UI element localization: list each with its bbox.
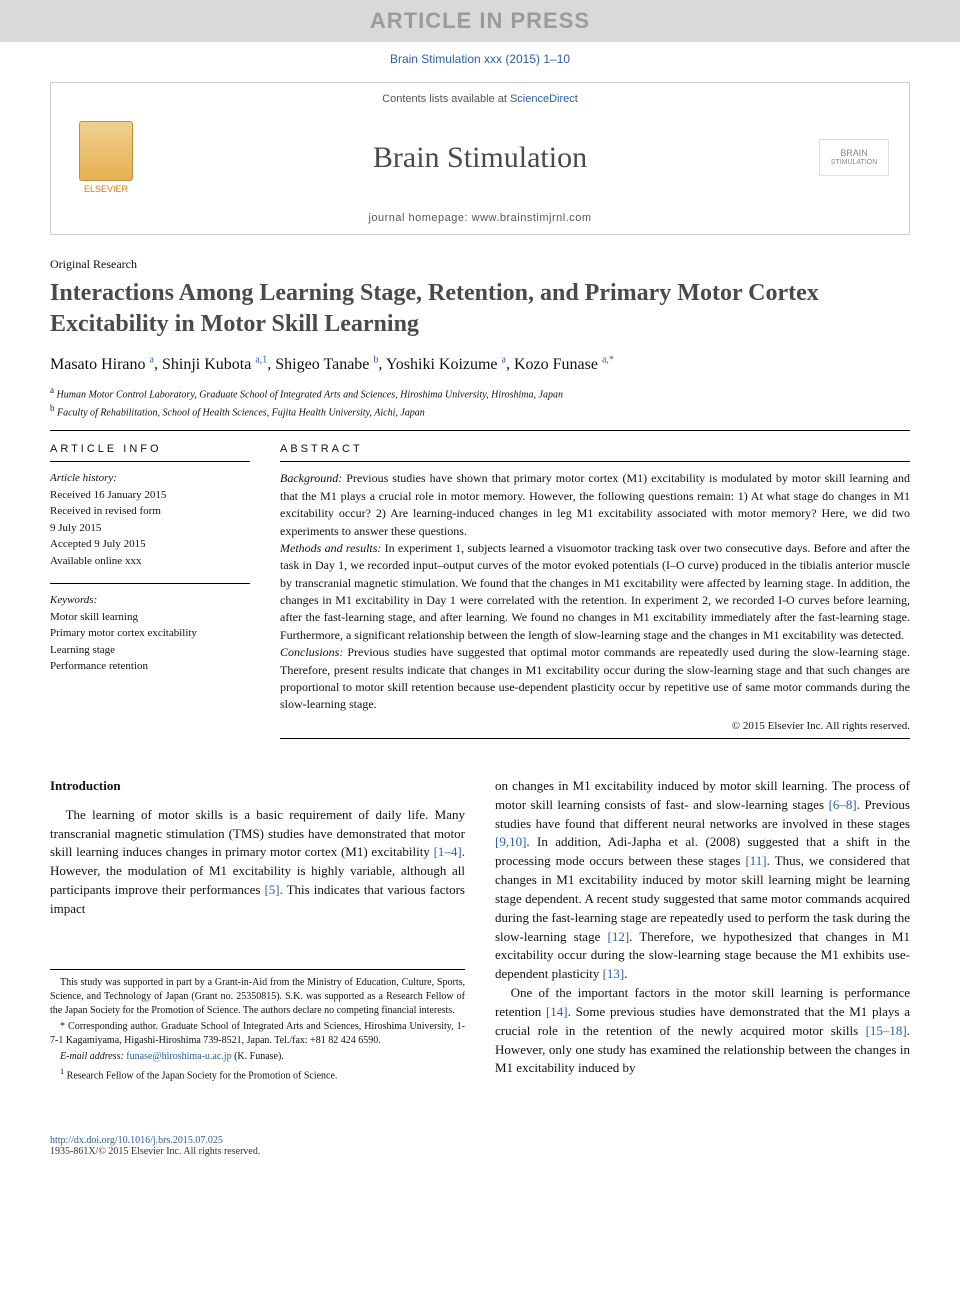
brain-logo-line2: STIMULATION — [824, 159, 884, 167]
sciencedirect-link[interactable]: ScienceDirect — [510, 93, 578, 105]
journal-homepage: journal homepage: www.brainstimjrnl.com — [51, 204, 909, 234]
contents-available: Contents lists available at ScienceDirec… — [141, 93, 819, 105]
press-banner: ARTICLE IN PRESS — [0, 0, 960, 42]
ref-1-4[interactable]: [1–4] — [434, 844, 462, 859]
footnotes: This study was supported in part by a Gr… — [50, 969, 465, 1083]
conclusions-text: Previous studies have suggested that opt… — [280, 645, 910, 711]
conclusions-label: Conclusions: — [280, 645, 343, 659]
authors-line: Masato Hirano a, Shinji Kubota a,1, Shig… — [50, 354, 910, 373]
ref-6-8[interactable]: [6–8] — [829, 797, 857, 812]
elsevier-label: ELSEVIER — [84, 184, 128, 194]
abstract-head: ABSTRACT — [280, 443, 910, 455]
abstract-rule-bottom — [280, 738, 910, 739]
article-history: Article history: Received 16 January 201… — [50, 470, 250, 569]
methods-label: Methods and results: — [280, 541, 381, 555]
footer: http://dx.doi.org/10.1016/j.brs.2015.07.… — [0, 1135, 960, 1177]
homepage-url[interactable]: www.brainstimjrnl.com — [472, 212, 592, 224]
intro-p2: One of the important factors in the moto… — [495, 984, 910, 1078]
elsevier-tree-icon — [79, 121, 133, 181]
article-info-head: ARTICLE INFO — [50, 443, 250, 455]
elsevier-logo: ELSEVIER — [71, 121, 141, 194]
affiliations: a Human Motor Control Laboratory, Gradua… — [50, 384, 910, 421]
article-title: Interactions Among Learning Stage, Reten… — [50, 278, 910, 340]
abstract-rule — [280, 461, 910, 462]
journal-title: Brain Stimulation — [141, 141, 819, 175]
issn-line: 1935-861X/© 2015 Elsevier Inc. All right… — [50, 1146, 910, 1157]
journal-header: Contents lists available at ScienceDirec… — [50, 82, 910, 235]
email-link[interactable]: funase@hiroshima-u.ac.jp — [126, 1051, 231, 1062]
meta-rule-2 — [50, 583, 250, 584]
meta-rule-1 — [50, 461, 250, 462]
ref-12[interactable]: [12] — [608, 929, 630, 944]
email-note: E-mail address: funase@hiroshima-u.ac.jp… — [50, 1050, 465, 1064]
methods-text: In experiment 1, subjects learned a visu… — [280, 541, 910, 642]
background-text: Previous studies have shown that primary… — [280, 471, 910, 537]
article-type: Original Research — [50, 257, 910, 272]
intro-p1-cont: on changes in M1 excitability induced by… — [495, 777, 910, 984]
ref-14[interactable]: [14] — [546, 1004, 568, 1019]
abstract-text: Background: Previous studies have shown … — [280, 470, 910, 713]
article-info-col: ARTICLE INFO Article history: Received 1… — [50, 443, 250, 746]
keywords-block: Keywords: Motor skill learningPrimary mo… — [50, 592, 250, 675]
intro-p1: The learning of motor skills is a basic … — [50, 806, 465, 919]
intro-col-left: Introduction The learning of motor skill… — [50, 777, 465, 1085]
keywords-label: Keywords: — [50, 592, 250, 609]
ref-5[interactable]: [5] — [264, 882, 279, 897]
history-label: Article history: — [50, 470, 250, 487]
citation-line: Brain Stimulation xxx (2015) 1–10 — [0, 42, 960, 76]
introduction-head: Introduction — [50, 777, 465, 796]
brain-logo: BRAIN STIMULATION — [819, 139, 889, 176]
contents-prefix: Contents lists available at — [382, 93, 510, 105]
rule-top — [50, 430, 910, 431]
brain-logo-line1: BRAIN — [824, 148, 884, 159]
abstract-col: ABSTRACT Background: Previous studies ha… — [280, 443, 910, 746]
research-fellow-note: 1 Research Fellow of the Japan Society f… — [50, 1066, 465, 1083]
copyright: © 2015 Elsevier Inc. All rights reserved… — [280, 720, 910, 732]
ref-13[interactable]: [13] — [603, 966, 625, 981]
background-label: Background: — [280, 471, 342, 485]
intro-col-right: on changes in M1 excitability induced by… — [495, 777, 910, 1085]
ref-9-10[interactable]: [9,10] — [495, 834, 526, 849]
funding-note: This study was supported in part by a Gr… — [50, 976, 465, 1018]
doi-link[interactable]: http://dx.doi.org/10.1016/j.brs.2015.07.… — [50, 1135, 910, 1146]
ref-11[interactable]: [11] — [745, 853, 766, 868]
homepage-label: journal homepage: — [368, 212, 471, 224]
corresponding-note: * Corresponding author. Graduate School … — [50, 1020, 465, 1048]
ref-15-18[interactable]: [15–18] — [866, 1023, 907, 1038]
